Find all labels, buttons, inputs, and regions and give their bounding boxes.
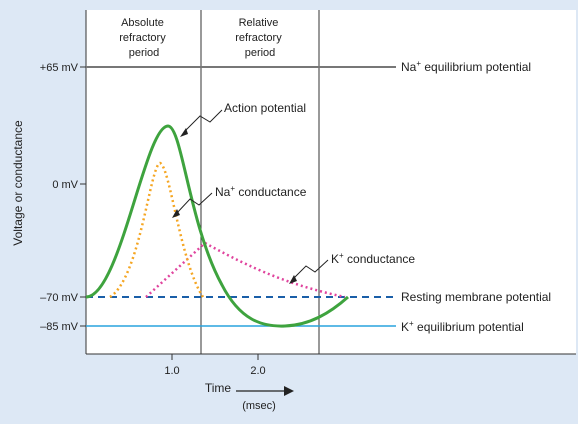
x-axis-title: Time [205, 381, 232, 395]
k-conductance-pointer [292, 259, 329, 280]
x-label-2: 2.0 [250, 365, 265, 377]
na-conductance-pointer [175, 192, 213, 215]
action-potential-pointer [183, 109, 223, 133]
x-axis-unit: (msec) [242, 400, 276, 412]
k-conductance-curve [145, 241, 346, 299]
resting-potential-label: Resting membrane potential [401, 290, 551, 304]
k-conductance-label: K+ conductance [331, 251, 415, 266]
na-conductance-curve [109, 161, 205, 299]
na-equilibrium-label: Na+ equilibrium potential [401, 59, 531, 74]
absolute-refractory-label: Absolute refractory period [119, 17, 169, 59]
action-potential-pointer-head [180, 128, 188, 137]
action-potential-curve [85, 124, 349, 328]
y-label-minus70: –70 mV [40, 292, 79, 304]
x-label-1: 1.0 [164, 365, 179, 377]
time-arrow-head [284, 386, 294, 396]
k-equilibrium-label: K+ equilibrium potential [401, 319, 524, 334]
relative-refractory-label: Relative refractory period [235, 17, 285, 59]
y-axis-title: Voltage or conductance [11, 120, 25, 246]
action-potential-label: Action potential [224, 101, 306, 115]
na-conductance-pointer-head [172, 209, 180, 218]
y-label-plus65: +65 mV [40, 62, 79, 74]
y-label-zero: 0 mV [52, 179, 78, 191]
k-conductance-pointer-head [289, 275, 297, 284]
na-conductance-label: Na+ conductance [215, 184, 307, 199]
y-label-minus85: –85 mV [40, 321, 79, 333]
